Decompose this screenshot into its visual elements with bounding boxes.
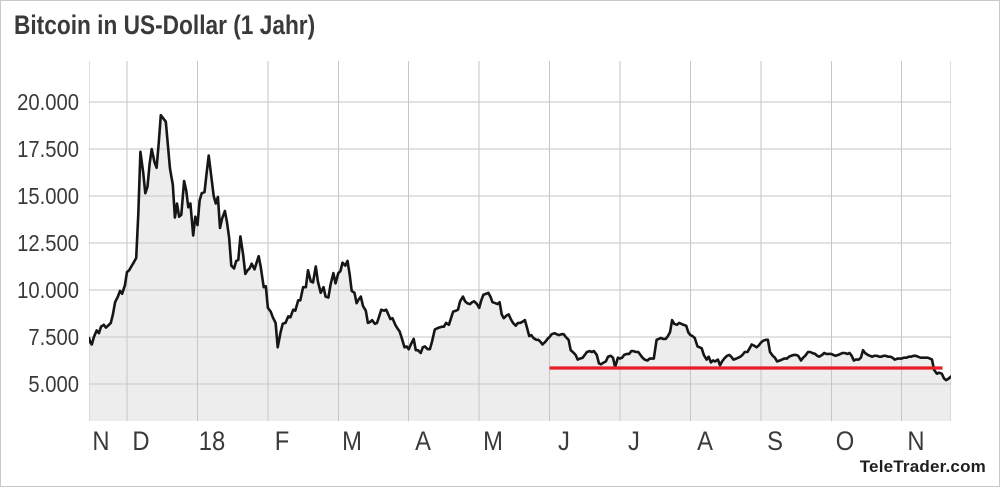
x-axis-tick-label: O bbox=[836, 426, 855, 456]
x-axis-tick-label: D bbox=[132, 426, 150, 456]
y-axis-tick-label: 7.500 bbox=[28, 324, 79, 350]
x-axis-tick-label: M bbox=[342, 426, 363, 456]
y-axis-tick-label: 20.000 bbox=[17, 89, 79, 115]
x-axis-tick-label: J bbox=[628, 426, 641, 456]
y-axis-tick-label: 5.000 bbox=[28, 371, 79, 397]
x-axis-tick-label: A bbox=[696, 426, 713, 456]
x-axis-tick-label: F bbox=[274, 426, 290, 456]
plot-area bbox=[89, 61, 951, 421]
x-axis-tick-label: M bbox=[483, 426, 504, 456]
x-axis-tick-label: N bbox=[92, 426, 110, 456]
teletrader-watermark: TeleTrader.com bbox=[859, 457, 986, 476]
price-area-fill bbox=[89, 115, 951, 421]
x-axis-tick-label: 18 bbox=[198, 426, 225, 456]
y-axis-tick-label: 12.500 bbox=[17, 230, 79, 256]
price-line bbox=[89, 113, 951, 382]
y-axis-tick-label: 15.000 bbox=[17, 183, 79, 209]
x-axis-tick-label: A bbox=[414, 426, 431, 456]
x-axis-tick-label: J bbox=[557, 426, 570, 456]
x-axis-tick-label: N bbox=[907, 426, 925, 456]
y-axis-tick-label: 10.000 bbox=[17, 277, 79, 303]
x-axis-tick-label: S bbox=[767, 426, 783, 456]
chart-title: Bitcoin in US-Dollar (1 Jahr) bbox=[14, 10, 316, 40]
price-chart-svg bbox=[89, 61, 951, 421]
y-axis-tick-label: 17.500 bbox=[17, 136, 79, 162]
